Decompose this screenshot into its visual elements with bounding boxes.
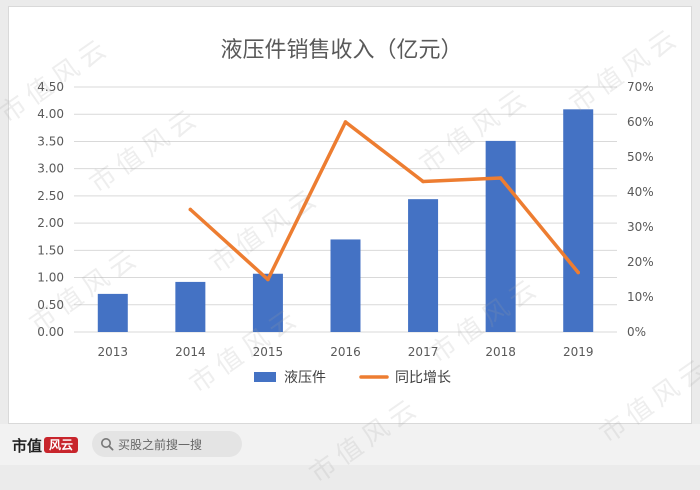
y-right-tick-label: 0% (627, 325, 646, 339)
x-tick-label: 2013 (98, 345, 129, 359)
search-icon (101, 438, 114, 451)
chart-card: 液压件销售收入（亿元） 0.00 0.50 1.00 1.50 2.00 2.50 3.00 3… (8, 6, 692, 424)
x-tick-label: 2016 (330, 345, 361, 359)
legend-swatch-bars (254, 372, 276, 382)
y-right-tick-label: 60% (627, 115, 654, 129)
growth-point (576, 270, 581, 275)
y-left-tick-label: 2.00 (37, 216, 64, 230)
search-placeholder: 买股之前搜一搜 (118, 438, 203, 452)
growth-point (498, 176, 503, 180)
bar (330, 239, 361, 332)
x-tick-label: 2017 (408, 345, 439, 359)
y-left-tick-label: 1.50 (37, 243, 64, 257)
x-tick-label: 2014 (175, 345, 206, 359)
footer-bar: 市值 风云 买股之前搜一搜 (0, 424, 700, 465)
y-left-tick-label: 0.50 (37, 298, 64, 312)
growth-point (421, 179, 425, 184)
y-left-tick-label: 3.50 (37, 134, 64, 148)
y-left-tick-label: 3.00 (37, 162, 64, 176)
y-right-tick-label: 20% (627, 255, 654, 269)
y-left-tick-label: 4.00 (37, 107, 64, 121)
brand-logo: 市值 风云 (12, 435, 79, 456)
growth-point (188, 207, 193, 212)
y-left-tick-label: 2.50 (37, 189, 64, 203)
y-right-tick-label: 50% (627, 150, 654, 164)
bar (485, 140, 516, 332)
bar (97, 293, 128, 332)
legend-label-line: 同比增长 (395, 370, 451, 386)
brand-name: 市值 (12, 437, 43, 455)
chart: 液压件销售收入（亿元） 0.00 0.50 1.00 1.50 2.00 2.50 3.00 3… (37, 38, 654, 386)
bar (408, 199, 439, 332)
bar (563, 109, 594, 332)
growth-point (266, 277, 270, 282)
x-tick-label: 2015 (253, 345, 284, 359)
y-right-tick-label: 70% (627, 80, 654, 94)
y-right-tick-label: 40% (627, 185, 654, 199)
legend-label-bars: 液压件 (284, 370, 326, 386)
x-tick-label: 2019 (563, 345, 594, 359)
x-tick-label: 2018 (485, 345, 516, 359)
bar (175, 281, 206, 332)
brand-mark: 风云 (44, 437, 79, 453)
y-left-tick-label: 1.00 (37, 271, 64, 285)
y-right-tick-label: 10% (627, 290, 654, 304)
growth-line (188, 120, 580, 282)
growth-point (343, 120, 348, 124)
y-left-tick-label: 4.50 (37, 80, 64, 94)
y-right-tick-label: 30% (627, 220, 654, 234)
y-left-tick-label: 0.00 (37, 325, 64, 339)
search-input[interactable]: 买股之前搜一搜 (92, 431, 242, 457)
bar (252, 273, 283, 332)
chart-title: 液压件销售收入（亿元） (220, 38, 462, 63)
